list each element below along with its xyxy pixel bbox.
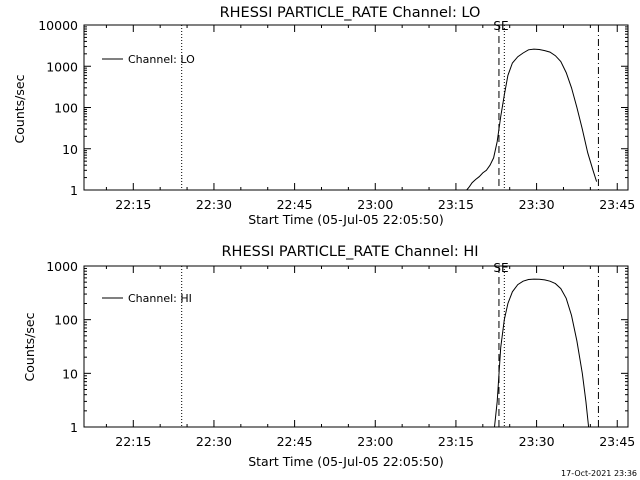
y-tick-label: 10000	[38, 18, 78, 33]
x-tick-label: 23:45	[599, 434, 635, 449]
series-line-channel-lo	[466, 48, 598, 191]
x-tick-label: 22:45	[277, 197, 313, 212]
y-tick-label: 100	[54, 101, 78, 116]
x-tick-label: 23:15	[438, 434, 474, 449]
series-line-channel-hi	[494, 278, 590, 428]
y-axis-label: Counts/sec	[12, 74, 27, 143]
x-axis-label: Start Time (05-Jul-05 22:05:50)	[248, 212, 444, 227]
x-tick-label: 22:15	[115, 197, 151, 212]
x-tick-label: 23:00	[357, 197, 393, 212]
y-tick-label: 1000	[46, 59, 78, 74]
x-tick-label: 22:30	[196, 434, 232, 449]
x-tick-label: 23:45	[599, 197, 635, 212]
x-tick-label: 23:30	[519, 434, 555, 449]
x-tick-label: 23:30	[519, 197, 555, 212]
y-tick-label: 1000	[46, 259, 78, 274]
y-tick-label: 10	[62, 366, 78, 381]
channel-hi-chart: RHESSI PARTICLE_RATE Channel: HI Counts/…	[22, 244, 635, 469]
x-tick-label: 23:15	[438, 197, 474, 212]
legend-label: Channel: HI	[128, 292, 192, 305]
chart-title: RHESSI PARTICLE_RATE Channel: LO	[220, 5, 481, 21]
plot-frame	[83, 24, 629, 191]
footer-timestamp: 17-Oct-2021 23:36	[561, 469, 637, 478]
x-tick-label: 22:30	[196, 197, 232, 212]
event-marker-label: SE	[493, 19, 508, 33]
y-tick-label: 10	[62, 142, 78, 157]
y-tick-label: 1	[70, 420, 78, 435]
y-axis-label: Counts/sec	[22, 312, 37, 381]
y-tick-label: 100	[54, 313, 78, 328]
chart-title: RHESSI PARTICLE_RATE Channel: HI	[221, 244, 478, 260]
x-tick-label: 23:00	[357, 434, 393, 449]
x-tick-label: 22:45	[277, 434, 313, 449]
plot-frame	[83, 265, 629, 428]
channel-lo-chart: RHESSI PARTICLE_RATE Channel: LO Counts/…	[12, 5, 635, 227]
x-axis-label: Start Time (05-Jul-05 22:05:50)	[248, 454, 444, 469]
y-tick-label: 1	[70, 183, 78, 198]
event-marker-label: SE	[493, 261, 508, 275]
x-tick-label: 22:15	[115, 434, 151, 449]
legend-label: Channel: LO	[128, 53, 195, 66]
